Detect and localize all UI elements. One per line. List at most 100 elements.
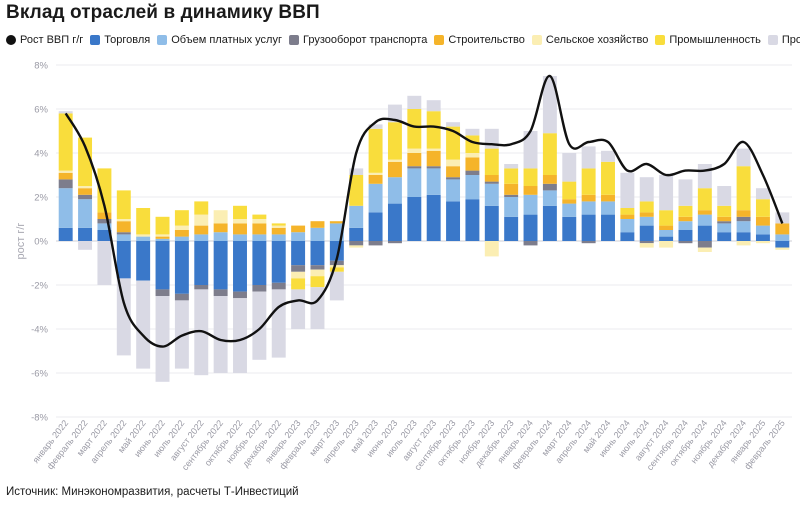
- bar-segment: [233, 219, 247, 224]
- bar-segment: [736, 210, 751, 217]
- bar-segment: [697, 214, 712, 226]
- bar-segment: [678, 230, 693, 241]
- bar-segment: [484, 148, 499, 175]
- bar-segment: [639, 212, 654, 217]
- bar-segment: [291, 232, 306, 241]
- bar-segment: [233, 291, 247, 299]
- bar-segment: [562, 199, 577, 204]
- bar-segment: [755, 241, 770, 244]
- bar-segment: [233, 298, 247, 373]
- y-tick-label: 0%: [34, 237, 48, 248]
- bar-segment: [194, 201, 209, 215]
- legend-item: Торговля: [90, 34, 150, 46]
- bar-segment: [775, 247, 790, 250]
- bar-segment: [213, 289, 228, 296]
- bar-segment: [717, 216, 732, 222]
- bar-segment: [484, 205, 499, 241]
- bar-segment: [58, 111, 73, 114]
- bar-segment: [426, 148, 441, 151]
- bar-segment: [755, 216, 770, 226]
- bar-segment: [446, 126, 461, 160]
- bar-segment: [368, 175, 383, 184]
- y-tick-label: 2%: [34, 193, 48, 204]
- bar-segment: [252, 234, 267, 241]
- bar-segment: [446, 179, 461, 202]
- gdp-growth-line: [64, 74, 784, 348]
- bar-segment: [194, 241, 209, 285]
- bar-segment: [136, 234, 151, 237]
- legend-label: Торговля: [104, 34, 151, 46]
- bar-segment: [523, 194, 538, 215]
- bar-segment: [136, 241, 151, 281]
- y-tick-label: -4%: [31, 325, 48, 336]
- legend-swatch: [90, 35, 101, 45]
- bar-segment: [736, 216, 751, 222]
- bar-segment: [310, 265, 325, 270]
- bar-segment: [523, 214, 538, 241]
- bar-segment: [349, 168, 364, 175]
- bar-segment: [213, 241, 228, 290]
- bar-segment: [97, 168, 112, 213]
- bar-segment: [465, 153, 480, 158]
- legend-swatch: [6, 35, 16, 45]
- bar-segment: [755, 234, 770, 241]
- bar-segment: [659, 241, 674, 248]
- bar-segment: [78, 241, 93, 250]
- bar-segment: [504, 168, 519, 184]
- bar-segment: [58, 170, 73, 173]
- bar-segment: [78, 194, 93, 200]
- bar-segment: [349, 245, 364, 248]
- bar-segment: [639, 216, 654, 226]
- legend-swatch: [531, 35, 542, 45]
- bar-segment: [426, 166, 441, 169]
- chart-legend: Рост ВВП г/г Торговля Объем платных услуг Г…: [6, 34, 800, 46]
- bar-segment: [581, 168, 596, 195]
- bar-segment: [736, 221, 751, 233]
- bar-segment: [291, 278, 306, 290]
- bar-segment: [484, 241, 499, 257]
- bar-segment: [542, 76, 557, 134]
- bar-segment: [620, 208, 635, 215]
- bar-segment: [271, 282, 286, 290]
- legend-label: Промышленность: [669, 34, 761, 46]
- y-tick-label: -8%: [31, 413, 48, 424]
- source-note: Источник: Минэкономразвития, расчеты Т-И…: [6, 486, 299, 498]
- bar-segment: [446, 166, 461, 178]
- bar-segment: [349, 227, 364, 241]
- bar-segment: [620, 214, 635, 219]
- bar-segment: [562, 153, 577, 182]
- bar-segment: [310, 276, 325, 288]
- bar-segment: [562, 216, 577, 241]
- bar-segment: [387, 122, 402, 160]
- bar-segment: [736, 148, 751, 167]
- bar-segment: [484, 175, 499, 182]
- bar-segment: [213, 223, 228, 233]
- bar-segment: [659, 175, 674, 211]
- bar-segment: [736, 241, 751, 246]
- legend-swatch: [767, 35, 778, 45]
- bar-segment: [639, 177, 654, 202]
- bar-segment: [291, 241, 306, 266]
- bar-segment: [233, 205, 247, 219]
- bar-segment: [329, 267, 344, 272]
- bar-segment: [155, 296, 170, 382]
- bar-segment: [542, 183, 557, 191]
- bar-segment: [601, 150, 615, 162]
- bar-segment: [116, 190, 131, 219]
- bar-segment: [174, 241, 189, 294]
- bar-segment: [97, 223, 112, 230]
- bar-segment: [736, 166, 751, 211]
- bar-segment: [58, 188, 73, 228]
- bar-segment: [465, 175, 480, 200]
- legend-label: Грузооборот транспорта: [303, 34, 428, 46]
- bar-segment: [639, 225, 654, 241]
- bar-segment: [504, 216, 519, 241]
- bar-segment: [368, 241, 383, 246]
- bar-segment: [465, 128, 480, 136]
- bar-segment: [755, 225, 770, 235]
- bar-segment: [194, 225, 209, 235]
- bar-segment: [426, 100, 441, 112]
- bar-segment: [252, 223, 267, 235]
- bar-segment: [387, 203, 402, 241]
- legend-item: Сельское хозяйство: [531, 34, 648, 46]
